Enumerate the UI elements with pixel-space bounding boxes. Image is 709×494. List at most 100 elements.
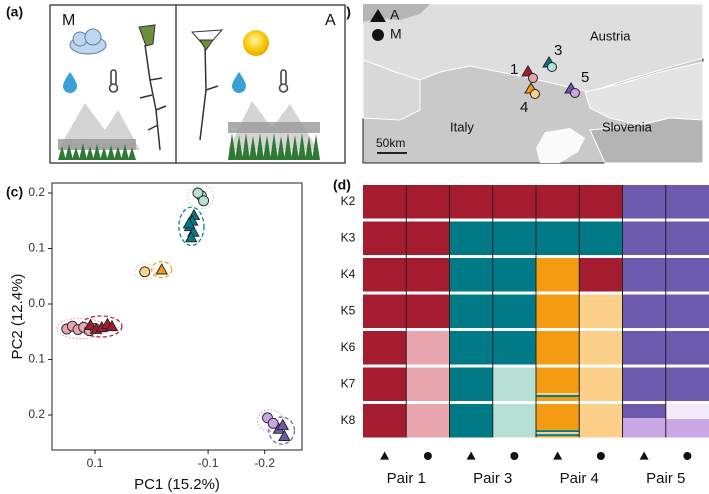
point [84, 318, 97, 330]
ancestry-segment [622, 404, 666, 419]
ancestry-segment [622, 221, 666, 255]
ancestry-segment [492, 404, 536, 438]
column-marker [380, 451, 390, 460]
ancestry-segment [536, 430, 580, 433]
y-tick-label: 0.1 [28, 352, 45, 366]
panel-a-label: A [325, 12, 336, 29]
row-label: K4 [341, 267, 356, 281]
point [276, 418, 290, 430]
ancestry-segment [363, 331, 407, 365]
row-label: K7 [341, 376, 356, 390]
column-marker [510, 452, 519, 460]
ancestry-segment [449, 404, 493, 438]
x-tick-label: 0.1 [87, 456, 104, 470]
cluster-ellipse [151, 260, 173, 279]
map [362, 3, 704, 164]
ancestry-segment [492, 185, 536, 219]
panel-label: (c) [6, 184, 23, 200]
point [139, 266, 151, 278]
ancestry-segment [492, 331, 536, 365]
ancestry-segment [665, 419, 709, 438]
ancestry-segment [492, 294, 536, 328]
ancestry-segment [449, 258, 493, 292]
ancestry-segment [363, 367, 407, 401]
x-axis-label: PC1 (15.2%) [134, 476, 220, 493]
ancestry-segment [665, 404, 709, 420]
column-marker [683, 452, 692, 460]
ancestry-segment [406, 367, 450, 401]
ancestry-segment [579, 331, 623, 365]
ancestry-segment [665, 367, 709, 401]
cluster-ellipse [187, 184, 215, 210]
ancestry-segment [492, 258, 536, 292]
ancestry-segment [449, 294, 493, 328]
ancestry-segment [665, 294, 709, 328]
ancestry-segment [536, 404, 580, 431]
site-label: 4 [520, 99, 528, 116]
pair-label: Pair 4 [560, 470, 599, 487]
ancestry-segment [406, 258, 450, 292]
column-marker [423, 452, 432, 460]
x-tick-label: -0.1 [198, 456, 219, 470]
y-tick-label: 0.1 [28, 241, 45, 255]
cluster-ellipse [178, 206, 205, 246]
ancestry-segment [665, 331, 709, 365]
country-label: Austria [590, 28, 631, 43]
ancestry-segment [406, 185, 450, 219]
row-label: K8 [341, 413, 356, 427]
ancestry-segment [622, 258, 666, 292]
ancestry-segment [622, 185, 666, 219]
country-label: Italy [450, 119, 474, 134]
legend-label: A [390, 7, 400, 23]
y-axis-label: PC2 (12.4%) [9, 274, 26, 360]
ancestry-segment [665, 185, 709, 219]
panel-label: (a) [6, 4, 23, 20]
point [278, 429, 291, 441]
ancestry-segment [536, 432, 580, 435]
panel-a-label: M [62, 12, 75, 29]
y-tick-label: 0.0 [28, 296, 45, 310]
point [184, 230, 198, 243]
ancestry-segment [579, 185, 623, 219]
row-label: K2 [341, 194, 356, 208]
ancestry-segment [492, 221, 536, 255]
panel-a [49, 4, 346, 164]
point [155, 263, 168, 275]
ancestry-segment [579, 367, 623, 401]
ancestry-segment [536, 221, 580, 255]
plot-frame [51, 182, 303, 451]
ancestry-segment [536, 396, 580, 401]
ancestry-segment [579, 294, 623, 328]
x-tick-label: -0.2 [254, 456, 275, 470]
cluster-ellipse [134, 263, 156, 281]
ancestry-segment [665, 221, 709, 255]
ancestry-segment [406, 404, 450, 438]
country-label: Slovenia [602, 119, 653, 134]
ancestry-segment [536, 436, 580, 438]
ancestry-segment [449, 331, 493, 365]
ancestry-segment [406, 331, 450, 365]
column-marker [553, 451, 563, 460]
y-tick-label: 0.2 [28, 185, 45, 199]
legend-label: M [390, 26, 402, 42]
ancestry-segment [449, 367, 493, 401]
scale-label: 50km [376, 136, 405, 150]
site-label: 5 [581, 69, 589, 86]
ancestry-segment [449, 185, 493, 219]
ancestry-segment [536, 367, 580, 393]
point [267, 417, 279, 429]
point [198, 195, 210, 207]
ancestry-segment [622, 331, 666, 365]
ancestry-segment [622, 418, 666, 438]
column-marker [596, 452, 605, 460]
ancestry-segment [536, 258, 580, 292]
ancestry-segment [363, 258, 407, 292]
ancestry-segment [406, 221, 450, 255]
ancestry-segment [536, 392, 580, 395]
ancestry-segment [665, 258, 709, 292]
pair-label: Pair 5 [646, 470, 685, 487]
ancestry-segment [363, 294, 407, 328]
ancestry-segment [449, 221, 493, 255]
site-label: 3 [554, 42, 562, 59]
